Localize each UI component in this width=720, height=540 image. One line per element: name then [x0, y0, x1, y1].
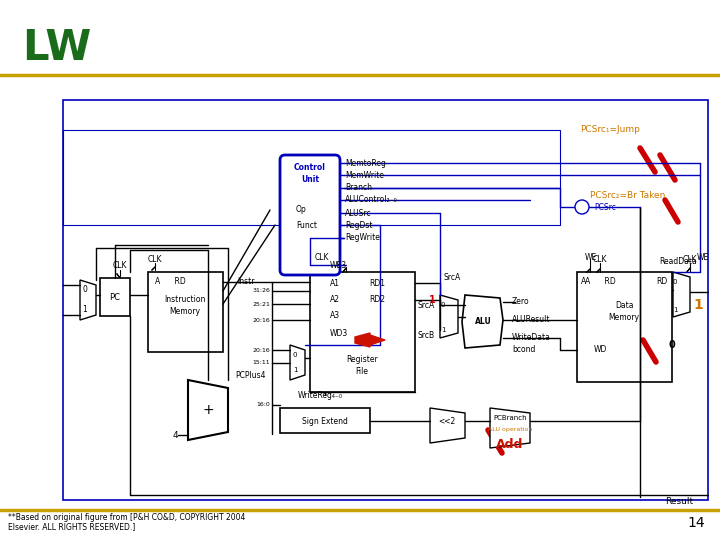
Polygon shape [430, 408, 465, 443]
Text: WriteReg₄₋₀: WriteReg₄₋₀ [297, 390, 343, 400]
Text: 15:11: 15:11 [253, 361, 270, 366]
Text: CLK: CLK [315, 253, 330, 262]
Text: 1: 1 [83, 306, 87, 314]
Bar [100, 278, 130, 316]
Text: 0: 0 [672, 279, 678, 285]
Polygon shape [355, 333, 385, 347]
Text: Branch: Branch [345, 184, 372, 192]
Text: A      RD: A RD [155, 278, 185, 287]
Text: RD2: RD2 [369, 295, 385, 305]
Text: Register: Register [346, 355, 378, 364]
Text: <<2: <<2 [438, 416, 456, 426]
Bar [63, 100, 708, 500]
Text: 31:26: 31:26 [252, 288, 270, 294]
Text: 0: 0 [669, 340, 675, 350]
Text: ALU operation: ALU operation [488, 428, 532, 433]
Text: ALUSrc: ALUSrc [345, 208, 372, 218]
Polygon shape [673, 272, 690, 317]
Text: 4: 4 [172, 430, 178, 440]
Text: A2: A2 [330, 295, 340, 305]
Text: SrcB: SrcB [418, 330, 435, 340]
Polygon shape [290, 345, 305, 380]
Text: WE: WE [585, 253, 598, 262]
FancyBboxPatch shape [280, 155, 340, 275]
Text: LW: LW [22, 27, 91, 69]
Text: PC: PC [109, 293, 120, 301]
Text: RegDst: RegDst [345, 220, 372, 230]
Text: 1: 1 [441, 327, 445, 333]
Bar [310, 272, 415, 392]
Text: CLK: CLK [148, 255, 162, 265]
Text: A: A [581, 278, 586, 287]
Text: RegWrite: RegWrite [345, 233, 380, 242]
Text: Unit: Unit [301, 176, 319, 185]
Text: RD1: RD1 [369, 279, 385, 287]
Text: A3: A3 [330, 312, 340, 321]
Bar [63, 130, 560, 225]
Text: bcond: bcond [512, 346, 536, 354]
Text: ALUControl₂₋₀: ALUControl₂₋₀ [345, 195, 397, 205]
Text: WD3: WD3 [330, 328, 348, 338]
Text: Data: Data [615, 300, 634, 309]
Text: PCSrc: PCSrc [594, 202, 616, 212]
Polygon shape [440, 295, 458, 338]
Circle shape [575, 200, 589, 214]
Text: 0: 0 [441, 302, 445, 308]
Text: A1: A1 [330, 279, 340, 287]
Text: 16:0: 16:0 [256, 402, 270, 408]
Text: 1: 1 [672, 307, 678, 313]
Bar [148, 272, 223, 352]
Text: 0: 0 [293, 352, 297, 358]
Text: ALUResult: ALUResult [512, 315, 551, 325]
Text: Elsevier. ALL RIGHTS RESERVED.]: Elsevier. ALL RIGHTS RESERVED.] [8, 523, 135, 531]
Polygon shape [188, 380, 228, 440]
Text: A      RD: A RD [585, 278, 616, 287]
Text: 1: 1 [693, 298, 703, 312]
Text: RD: RD [656, 278, 667, 287]
Polygon shape [80, 280, 96, 320]
Text: Op: Op [296, 206, 307, 214]
Text: WriteData: WriteData [512, 334, 551, 342]
Polygon shape [462, 295, 503, 348]
Text: **Based on original figure from [P&H CO&D, COPYRIGHT 2004: **Based on original figure from [P&H CO&… [8, 514, 246, 523]
Text: PCPlus4: PCPlus4 [235, 370, 266, 380]
Text: WE3: WE3 [330, 260, 347, 269]
Text: Instruction: Instruction [164, 295, 206, 305]
Text: Memory: Memory [169, 307, 200, 316]
Bar [280, 408, 370, 433]
Text: File: File [356, 368, 369, 376]
Text: SrcA: SrcA [444, 273, 461, 281]
Polygon shape [490, 408, 530, 448]
Text: ALU: ALU [474, 318, 491, 327]
Text: PCSrc₂=Br Taken: PCSrc₂=Br Taken [590, 191, 665, 199]
Text: ReadData: ReadData [659, 258, 697, 267]
Text: Zero: Zero [512, 298, 530, 307]
Text: 20:16: 20:16 [252, 348, 270, 353]
Bar [577, 272, 672, 382]
Text: PCBranch: PCBranch [493, 415, 527, 421]
Text: WE: WE [697, 253, 709, 262]
Text: 14: 14 [688, 516, 705, 530]
Text: Control: Control [294, 164, 326, 172]
Text: Sign Extend: Sign Extend [302, 416, 348, 426]
Text: 0: 0 [83, 286, 87, 294]
Text: SrcA: SrcA [418, 300, 435, 309]
Text: CLK: CLK [113, 261, 127, 271]
Text: 1: 1 [428, 295, 436, 305]
Text: +: + [202, 403, 214, 417]
Text: CLK: CLK [593, 255, 607, 265]
Text: Result: Result [665, 497, 693, 507]
Text: Instr: Instr [237, 278, 254, 287]
Text: WD: WD [593, 346, 607, 354]
Text: Memory: Memory [608, 314, 639, 322]
Text: 25:21: 25:21 [252, 301, 270, 307]
Text: Funct: Funct [296, 220, 317, 230]
Text: 20:16: 20:16 [252, 318, 270, 322]
Text: MemtoReg: MemtoReg [345, 159, 386, 167]
Text: Add: Add [496, 438, 523, 451]
Text: MemWrite: MemWrite [345, 171, 384, 179]
Text: CLK: CLK [683, 255, 697, 265]
Text: PCSrc₁=Jump: PCSrc₁=Jump [580, 125, 640, 134]
Text: 1: 1 [293, 367, 297, 373]
